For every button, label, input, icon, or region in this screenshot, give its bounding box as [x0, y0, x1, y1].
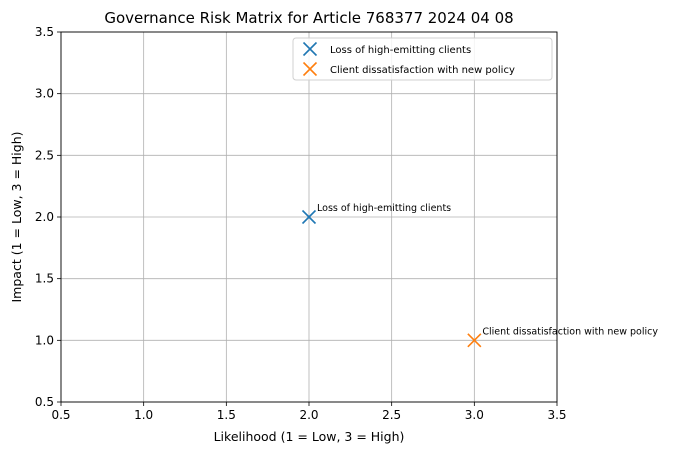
legend-marker — [302, 61, 318, 77]
x-tick-label: 2.5 — [382, 408, 401, 422]
legend-label: Client dissatisfaction with new policy — [330, 65, 515, 76]
x-tick-label: 3.0 — [465, 408, 484, 422]
tick-marks: 0.5 1.0 1.5 2.0 2.5 3.0 3.5 0.5 1.0 1.5 2.0 2.5 3.0 3… — [35, 25, 567, 422]
y-tick-label: 3.0 — [35, 87, 54, 101]
legend-marker — [302, 41, 318, 57]
x-tick-label: 3.5 — [547, 408, 566, 422]
x-axis-label: Likelihood (1 = Low, 3 = High) — [214, 429, 405, 444]
data-points — [301, 209, 482, 348]
x-tick-label: 1.5 — [217, 408, 236, 422]
point-annotation: Client dissatisfaction with new policy — [482, 326, 658, 337]
y-tick-label: 1.5 — [35, 272, 54, 286]
y-tick-label: 1.0 — [35, 333, 54, 347]
legend: Loss of high-emitting clients Client diss… — [292, 37, 553, 81]
data-point-marker — [301, 209, 317, 225]
x-tick-label: 2.0 — [299, 408, 318, 422]
y-tick-label: 0.5 — [35, 395, 54, 409]
legend-box — [292, 37, 553, 81]
x-tick-label: 0.5 — [51, 408, 70, 422]
point-annotation: Loss of high-emitting clients — [317, 203, 451, 214]
y-tick-label: 2.5 — [35, 148, 54, 162]
y-tick-label: 3.5 — [35, 25, 54, 39]
legend-label: Loss of high-emitting clients — [330, 45, 471, 56]
x-tick-label: 1.0 — [134, 408, 153, 422]
y-tick-label: 2.0 — [35, 210, 54, 224]
chart-title: Governance Risk Matrix for Article 76837… — [104, 9, 513, 27]
data-point-marker — [467, 333, 482, 348]
annotations: Loss of high-emitting clients Client diss… — [317, 203, 658, 337]
y-axis-label: Impact (1 = Low, 3 = High) — [9, 132, 24, 303]
